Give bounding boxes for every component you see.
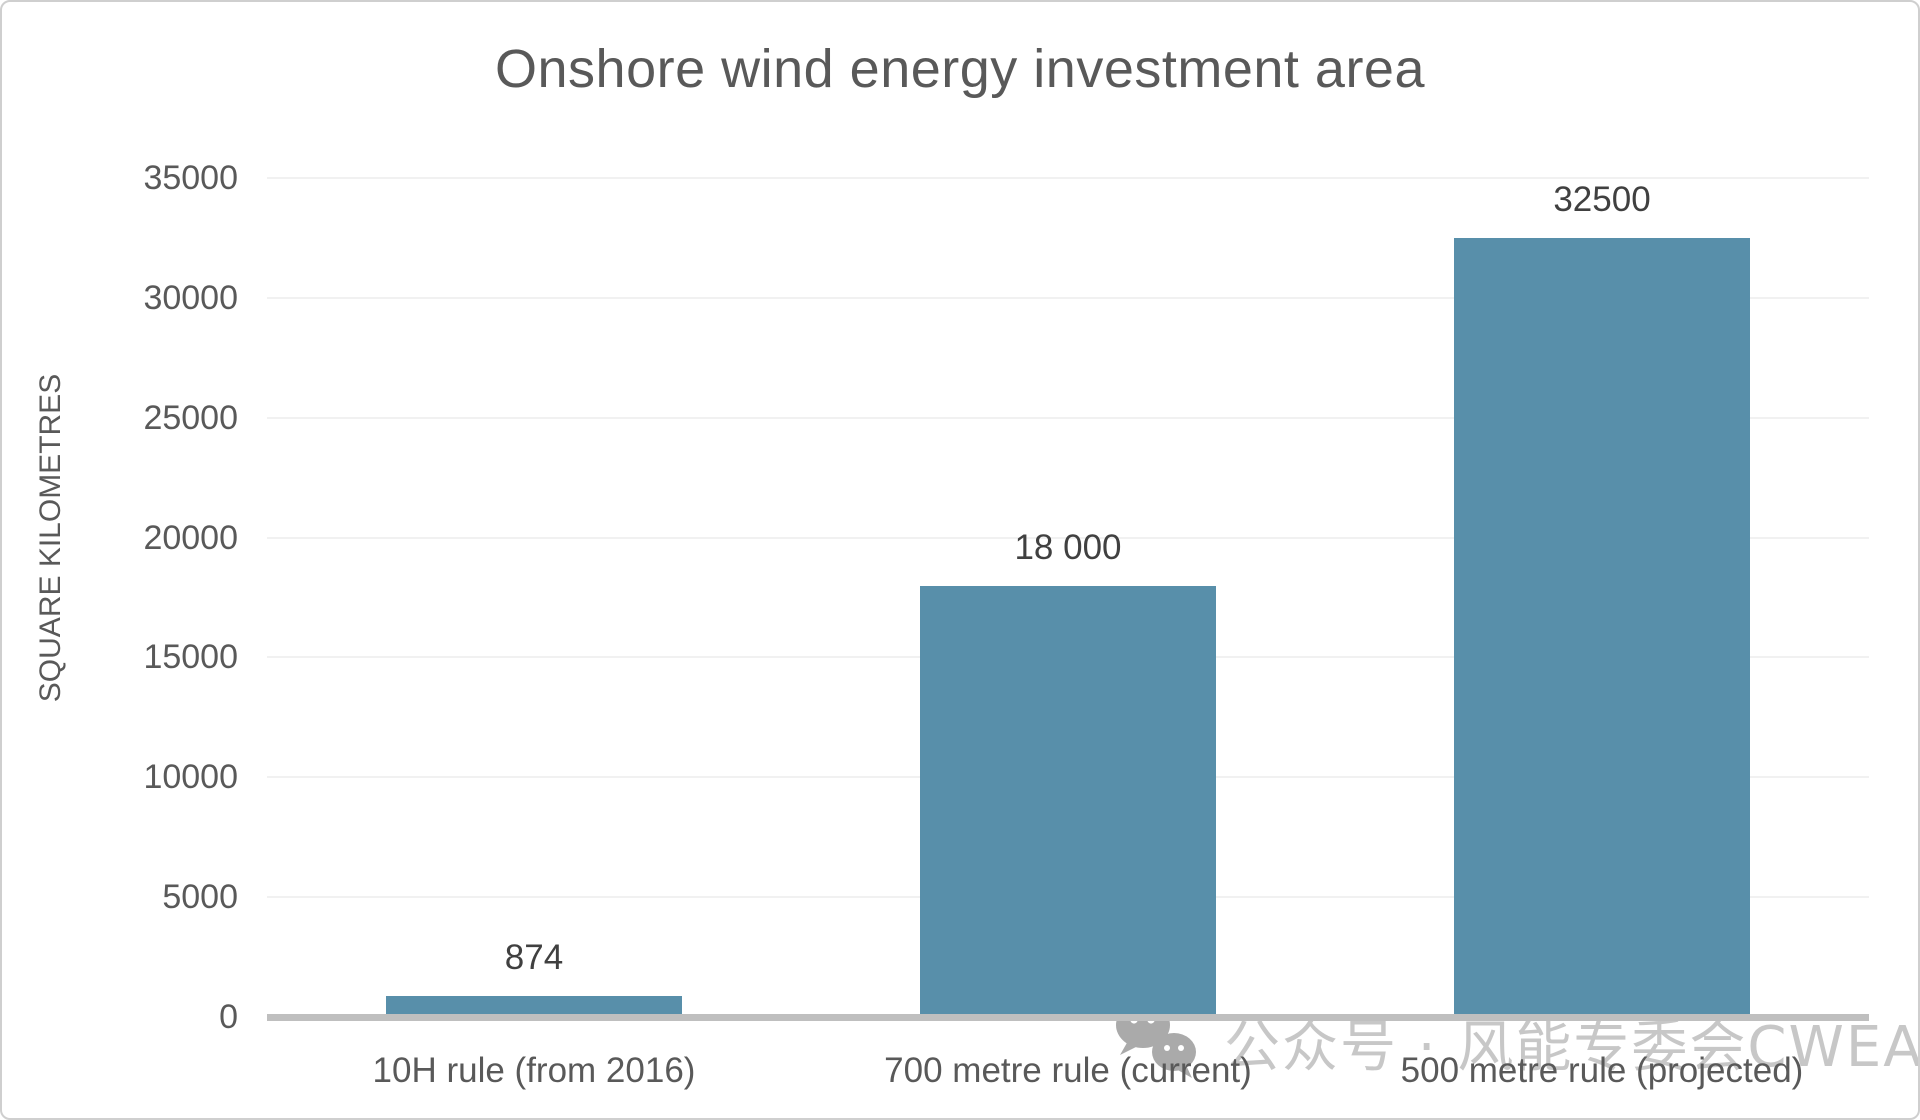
y-tick-label: 5000 — [162, 878, 238, 917]
bar — [386, 996, 682, 1017]
wechat-watermark: 公众号 · 风能专委会CWEA — [1092, 968, 1920, 1118]
y-tick-label: 20000 — [143, 518, 238, 557]
bar-value-label: 874 — [504, 938, 564, 978]
y-tick-label: 25000 — [143, 398, 238, 437]
y-tick-label: 15000 — [143, 638, 238, 677]
y-tick-label: 0 — [219, 998, 238, 1036]
gridline — [267, 536, 1869, 539]
gridline — [267, 296, 1869, 299]
x-tick-label: 10H rule (from 2016) — [372, 1051, 696, 1090]
x-tick-label: 500 metre rule (projected) — [1400, 1051, 1804, 1090]
plot-area: 874 18 000 32500 — [267, 177, 1869, 1021]
bar-value-label: 32500 — [1553, 179, 1651, 219]
y-tick-label: 30000 — [143, 278, 238, 317]
bar-value-label: 18 000 — [1014, 527, 1122, 567]
gridline — [267, 416, 1869, 419]
y-tick-label: 10000 — [143, 758, 238, 797]
x-axis-line — [267, 1014, 1869, 1021]
watermark-text: 公众号 · 风能专委会CWEA — [1224, 1014, 1920, 1080]
bar — [1454, 237, 1750, 1017]
y-tick-label: 35000 — [143, 159, 238, 197]
x-tick-label: 700 metre rule (current) — [884, 1051, 1252, 1090]
bar — [920, 585, 1216, 1017]
chart-title: Onshore wind energy investment area — [495, 39, 1425, 99]
gridline — [267, 177, 1869, 179]
